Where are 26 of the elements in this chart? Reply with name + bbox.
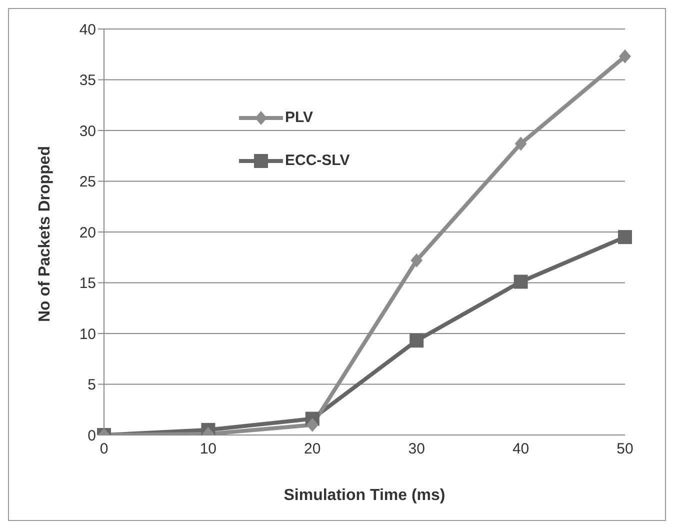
y-tick-label: 20 bbox=[79, 224, 96, 242]
y-tick-label: 0 bbox=[88, 427, 96, 444]
x-tick-label: 30 bbox=[408, 440, 425, 458]
y-axis-title: No of Packets Dropped bbox=[36, 146, 54, 322]
x-tick-label: 10 bbox=[200, 440, 217, 458]
point bbox=[410, 253, 423, 268]
x-tick-label: 20 bbox=[304, 440, 321, 458]
y-tick-label: 10 bbox=[79, 326, 96, 343]
point bbox=[514, 274, 528, 289]
x-axis-title: Simulation Time (ms) bbox=[284, 487, 446, 504]
point bbox=[410, 334, 424, 348]
y-tick-label: 25 bbox=[79, 174, 96, 191]
legend-label: ECC-SLV bbox=[285, 152, 350, 169]
legend-label: PLV bbox=[285, 109, 314, 126]
point bbox=[514, 136, 527, 151]
y-tick-label: 5 bbox=[88, 376, 96, 394]
point bbox=[306, 418, 318, 432]
point bbox=[618, 230, 632, 244]
y-tick-label: 35 bbox=[79, 72, 96, 90]
y-tick-label: 15 bbox=[79, 275, 96, 292]
y-tick-label: 30 bbox=[79, 122, 96, 140]
y-tick-label: 40 bbox=[79, 21, 96, 38]
x-tick-label: 50 bbox=[616, 440, 634, 458]
x-tick-label: 40 bbox=[512, 440, 530, 458]
point bbox=[619, 49, 631, 64]
x-tick-label: 0 bbox=[100, 440, 108, 458]
